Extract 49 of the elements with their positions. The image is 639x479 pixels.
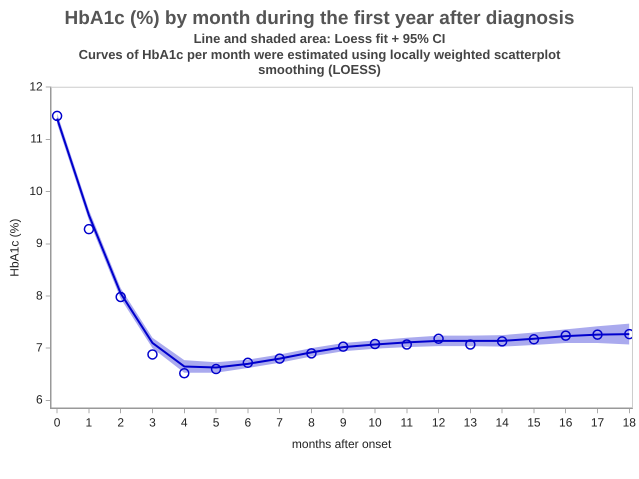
point xyxy=(433,334,444,344)
point xyxy=(115,292,126,302)
point xyxy=(147,349,158,360)
x-tick-label: 0 xyxy=(54,416,61,430)
x-tick-label: 16 xyxy=(559,416,573,430)
x-tick-label: 5 xyxy=(212,416,220,430)
y-tick-label: 6 xyxy=(36,392,44,407)
x-tick-label: 18 xyxy=(622,416,636,430)
y-tick-label: 10 xyxy=(29,184,44,198)
point xyxy=(465,339,476,350)
x-tick-label: 3 xyxy=(149,416,156,430)
point xyxy=(242,358,254,368)
x-tick-label: 12 xyxy=(432,416,446,430)
point xyxy=(496,336,508,347)
x-tick-label: 13 xyxy=(464,416,478,430)
y-tick-label: 11 xyxy=(30,132,44,146)
x-tick-label: 4 xyxy=(180,416,188,430)
point xyxy=(179,368,190,378)
x-tick-label: 9 xyxy=(340,416,347,430)
x-tick-label: 11 xyxy=(400,416,414,430)
y-axis-title: HbA1c (%) xyxy=(8,218,22,277)
point xyxy=(306,348,317,359)
chart-title: HbA1c (%) by month during the first year after diagnosis xyxy=(64,8,576,30)
x-tick-label: 1 xyxy=(86,416,93,430)
x-tick-label: 2 xyxy=(117,416,124,430)
y-tick-label: 9 xyxy=(36,236,44,250)
chart-subtitle: Line and shaded area: Loess fit + 95% CI xyxy=(192,31,446,46)
x-tick-label: 8 xyxy=(308,416,316,430)
point xyxy=(528,334,540,345)
y-tick-label: 12 xyxy=(29,80,44,94)
point xyxy=(84,224,94,234)
y-tick-label: 8 xyxy=(36,288,44,302)
point xyxy=(52,110,62,122)
point xyxy=(402,339,412,350)
point xyxy=(592,329,603,340)
text: Curves of HbA1c per month were estimated using locally weighted scatterplot smoothing (LOESS) xyxy=(78,47,562,77)
point xyxy=(370,338,380,350)
point xyxy=(210,364,222,374)
x-tick-label: 6 xyxy=(244,416,252,430)
point xyxy=(274,353,285,364)
y-tick-label: 7 xyxy=(36,340,44,354)
x-tick-label: 17 xyxy=(590,416,604,430)
x-tick-label: 15 xyxy=(527,416,541,430)
x-tick-label: 10 xyxy=(368,416,382,430)
x-axis-title: months after onset xyxy=(292,437,392,452)
x-tick-label: 7 xyxy=(276,416,284,430)
x-tick-label: 14 xyxy=(495,416,510,430)
point xyxy=(338,341,348,352)
point xyxy=(560,330,571,341)
